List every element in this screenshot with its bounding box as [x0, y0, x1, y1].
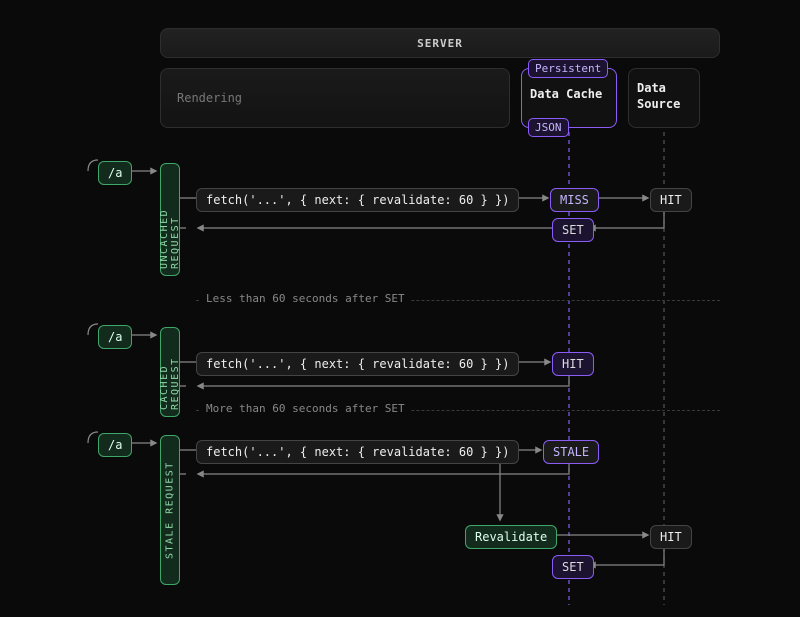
data-source-l2: Source: [637, 97, 691, 113]
route-a-2: /a: [98, 325, 132, 349]
data-source-l1: Data: [637, 81, 691, 97]
persistent-chip: Persistent: [528, 59, 608, 78]
hit-source-pill-1: HIT: [650, 188, 692, 212]
data-source-panel: Data Source: [628, 68, 700, 128]
data-cache-panel: Persistent Data Cache JSON: [521, 68, 617, 128]
stale-label: STALE REQUEST: [160, 435, 180, 585]
divider-2-text: More than 60 seconds after SET: [200, 402, 411, 415]
data-cache-title: Data Cache: [530, 87, 602, 101]
hit-source-pill-2: HIT: [650, 525, 692, 549]
fetch-pill-3: fetch('...', { next: { revalidate: 60 } …: [196, 440, 519, 464]
server-header-label: SERVER: [417, 37, 463, 50]
route-a-3: /a: [98, 433, 132, 457]
fetch-pill-1: fetch('...', { next: { revalidate: 60 } …: [196, 188, 519, 212]
revalidate-pill: Revalidate: [465, 525, 557, 549]
server-header: SERVER: [160, 28, 720, 58]
json-chip: JSON: [528, 118, 569, 137]
cached-label: CACHED REQUEST: [160, 327, 180, 417]
route-a-1: /a: [98, 161, 132, 185]
miss-pill: MISS: [550, 188, 599, 212]
rendering-panel: Rendering: [160, 68, 510, 128]
rendering-label: Rendering: [177, 91, 242, 105]
set-pill-1: SET: [552, 218, 594, 242]
set-pill-2: SET: [552, 555, 594, 579]
hit-cache-pill: HIT: [552, 352, 594, 376]
stale-pill: STALE: [543, 440, 599, 464]
uncached-label: UNCACHED REQUEST: [160, 163, 180, 276]
divider-1-text: Less than 60 seconds after SET: [200, 292, 411, 305]
fetch-pill-2: fetch('...', { next: { revalidate: 60 } …: [196, 352, 519, 376]
